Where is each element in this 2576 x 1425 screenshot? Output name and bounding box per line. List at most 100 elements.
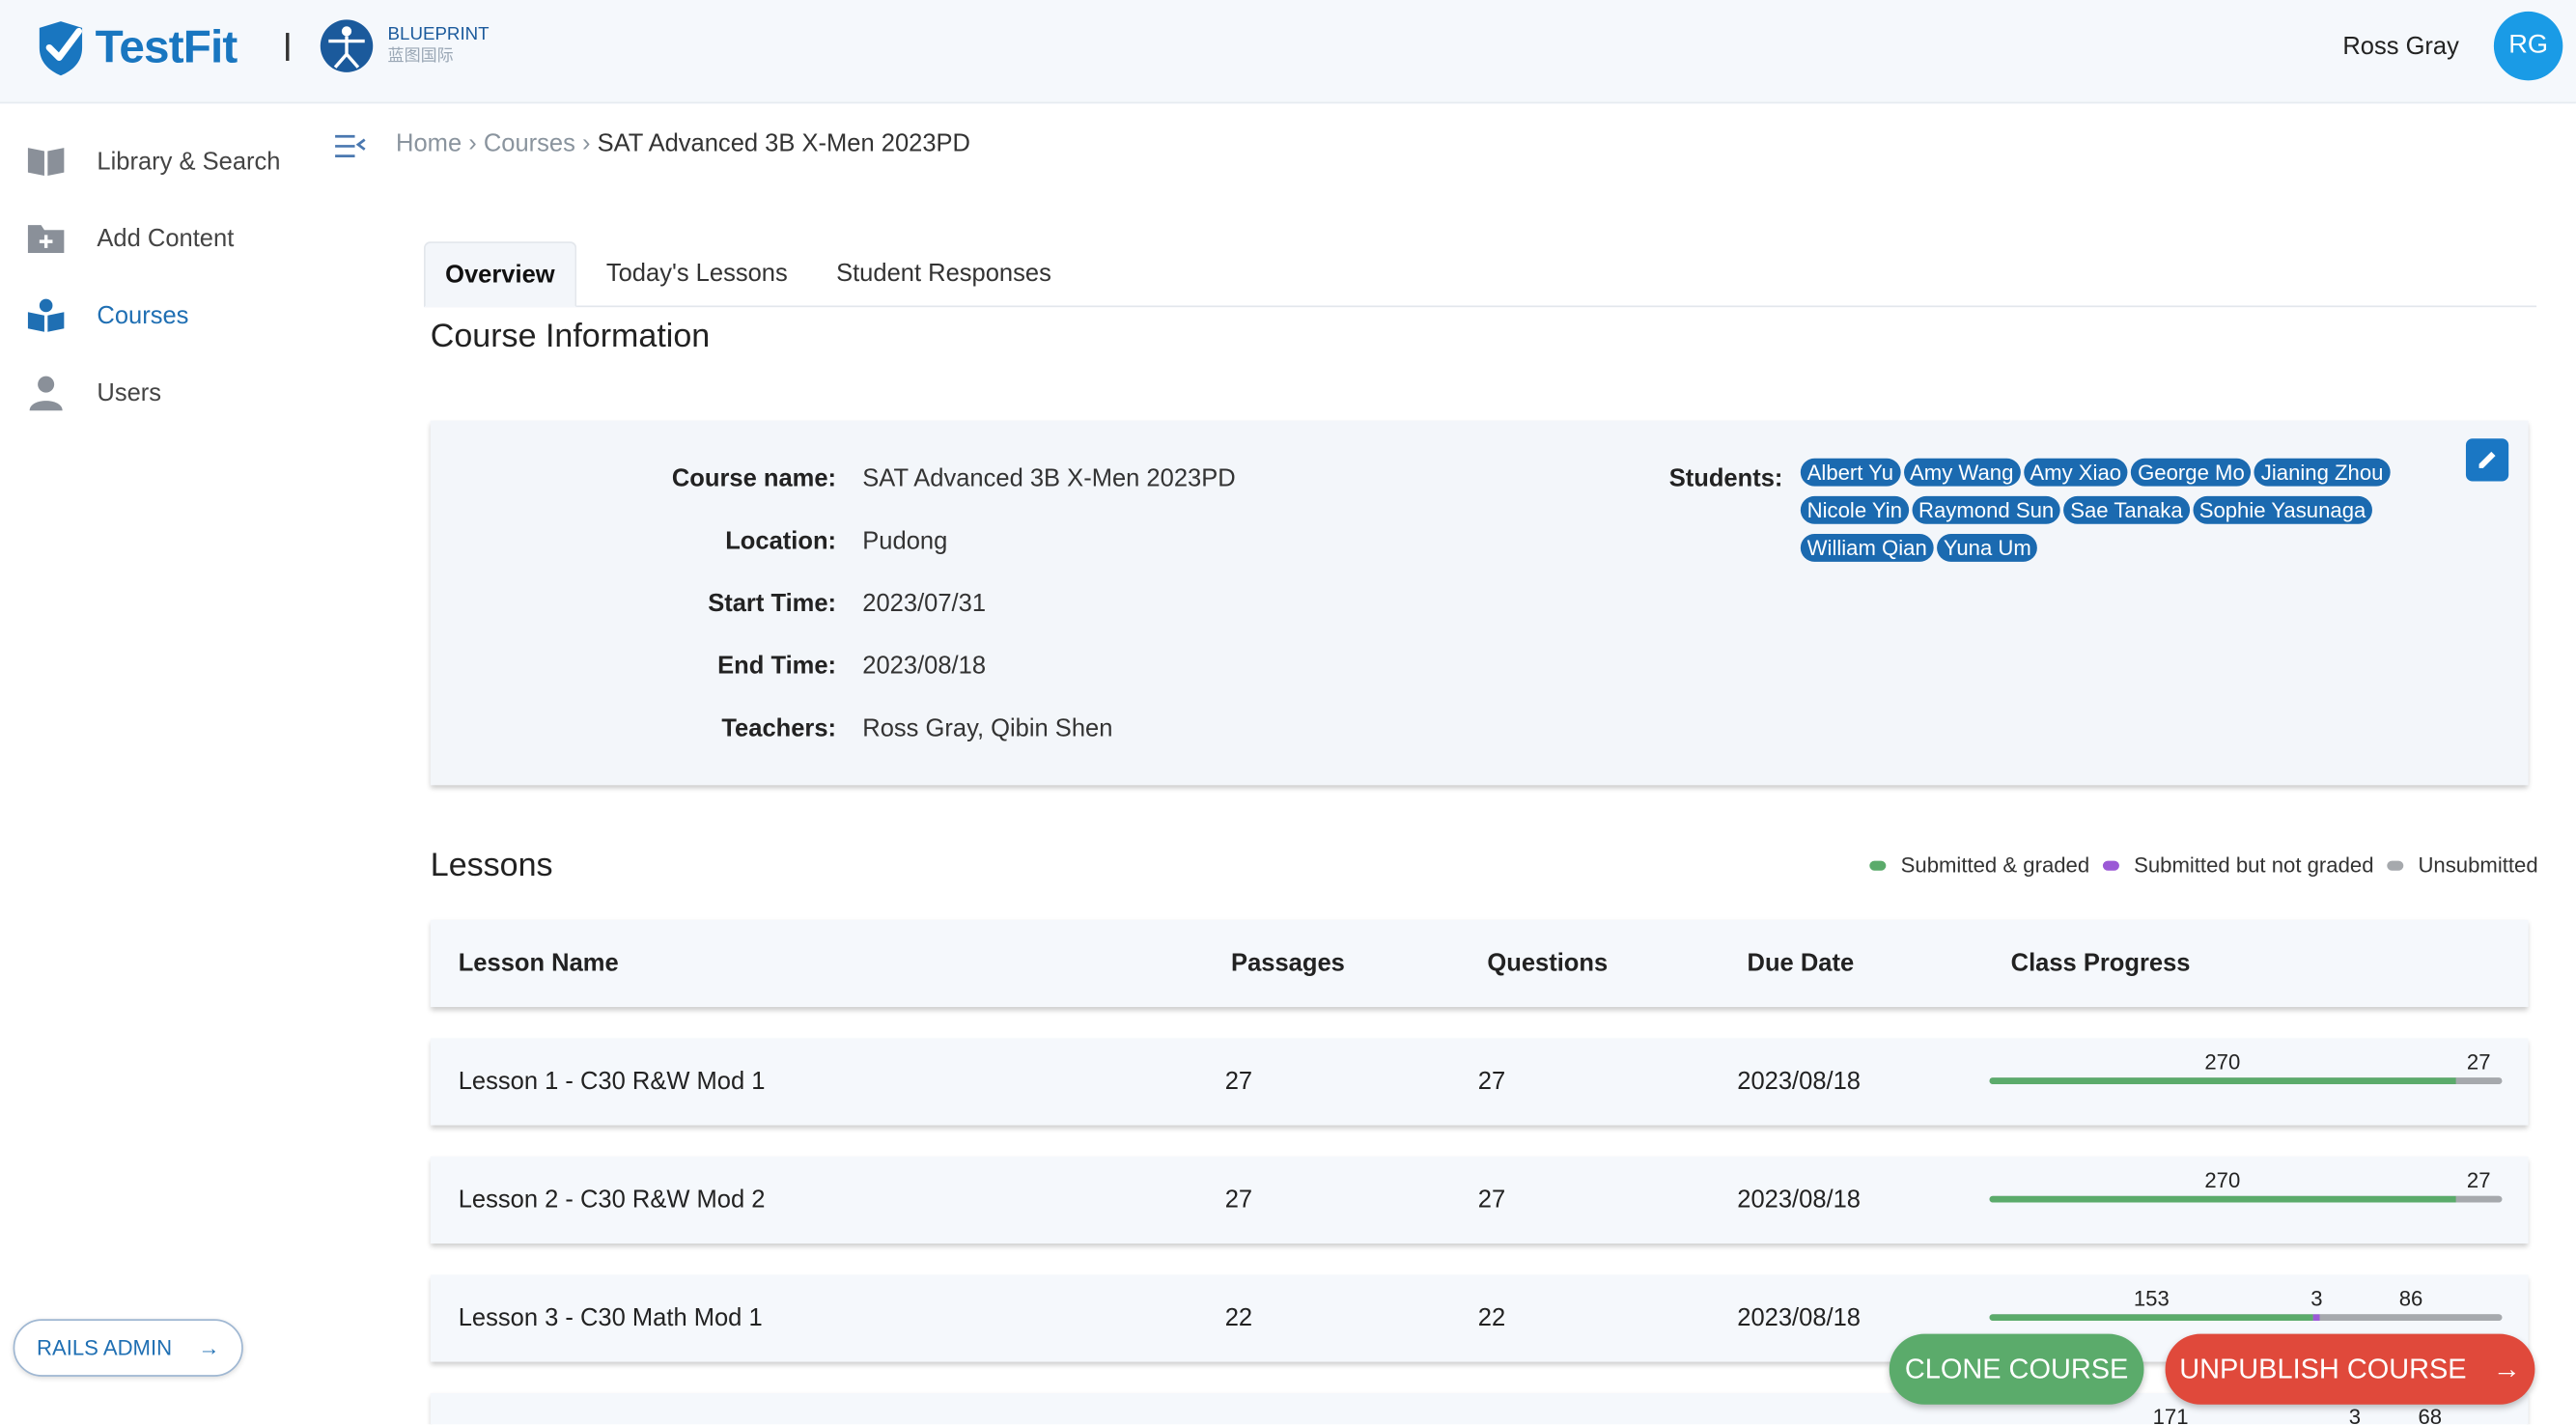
- passages-count: 27: [1224, 1067, 1253, 1096]
- testfit-logo[interactable]: TestFit: [33, 18, 238, 77]
- book-icon: [23, 141, 70, 181]
- check-shield-icon: [39, 21, 83, 76]
- sidebar-item-label: Users: [97, 378, 162, 407]
- sidebar-item-label: Courses: [97, 301, 189, 330]
- location-row: Location:: [508, 527, 836, 560]
- sidebar-item-courses[interactable]: Courses: [23, 293, 189, 339]
- lesson-name[interactable]: Lesson 3 - C30 Math Mod 1: [458, 1303, 763, 1332]
- course-tabs: Overview Today's Lessons Student Respons…: [423, 241, 2537, 308]
- table-row[interactable]: 171 3 68: [430, 1392, 2529, 1425]
- lessons-title: Lessons: [430, 847, 553, 884]
- questions-count: 27: [1477, 1067, 1506, 1096]
- progress-count-not-graded: 3: [2348, 1404, 2362, 1425]
- progress-count-unsubmitted: 68: [2418, 1404, 2443, 1425]
- passages-count: [1153, 1393, 1324, 1424]
- column-header-passages[interactable]: Passages: [1231, 949, 1345, 978]
- teachers-label: Teachers:: [721, 714, 837, 743]
- column-header-questions[interactable]: Questions: [1487, 949, 1609, 978]
- student-chip[interactable]: Jianing Zhou: [2254, 458, 2391, 487]
- class-progress-bar: 270 27: [1989, 1157, 2503, 1243]
- progress-segment-graded: [1989, 1195, 2456, 1203]
- lessons-table-header: Lesson Name Passages Questions Due Date …: [430, 919, 2529, 1008]
- due-date: 2023/08/18: [1737, 1067, 1862, 1096]
- rails-admin-button[interactable]: RAILS ADMIN →: [13, 1319, 243, 1377]
- location-value: Pudong: [862, 527, 948, 556]
- teachers-row: Teachers:: [508, 714, 836, 747]
- column-header-lesson-name[interactable]: Lesson Name: [458, 949, 619, 978]
- tab-student-responses[interactable]: Student Responses: [836, 258, 1051, 287]
- column-header-due-date[interactable]: Due Date: [1747, 949, 1855, 978]
- progress-count-unsubmitted: 27: [2466, 1049, 2491, 1075]
- student-chip[interactable]: George Mo: [2131, 458, 2252, 487]
- class-progress-bar: 153 3 86: [1989, 1274, 2503, 1361]
- rails-admin-label: RAILS ADMIN: [36, 1335, 173, 1360]
- progress-count-graded: 270: [2204, 1049, 2241, 1075]
- end-time-row: End Time:: [508, 652, 836, 685]
- legend-graded: Submitted & graded: [1869, 852, 2089, 878]
- logo-text: TestFit: [95, 21, 238, 72]
- location-label: Location:: [725, 527, 837, 556]
- collapse-sidebar-icon[interactable]: [332, 131, 368, 169]
- table-row[interactable]: Lesson 2 - C30 R&W Mod 2 27 27 2023/08/1…: [430, 1156, 2529, 1244]
- student-chip[interactable]: Raymond Sun: [1912, 495, 2061, 524]
- tab-overview[interactable]: Overview: [423, 241, 576, 308]
- sidebar-item-users[interactable]: Users: [23, 370, 161, 416]
- teachers-value: Ross Gray, Qibin Shen: [862, 714, 1113, 743]
- edit-course-button[interactable]: [2465, 438, 2509, 482]
- lesson-name[interactable]: Lesson 1 - C30 R&W Mod 1: [458, 1067, 766, 1096]
- blueprint-logo: BLUEPRINT 蓝图国际: [319, 18, 490, 74]
- legend-label: Submitted & graded: [1900, 852, 2090, 878]
- progress-track: [1989, 1077, 2503, 1084]
- column-header-class-progress[interactable]: Class Progress: [2010, 949, 2191, 978]
- progress-track: [1989, 1314, 2503, 1322]
- student-chip[interactable]: Amy Xiao: [2023, 458, 2128, 487]
- student-chip[interactable]: Nicole Yin: [1800, 495, 1909, 524]
- questions-count: 22: [1477, 1303, 1506, 1332]
- due-date: [1717, 1393, 1881, 1424]
- tab-todays-lessons[interactable]: Today's Lessons: [605, 258, 788, 287]
- end-time-label: End Time:: [717, 652, 837, 681]
- sidebar-item-label: Add Content: [97, 224, 235, 253]
- partner-name: BLUEPRINT: [387, 24, 490, 44]
- table-row[interactable]: Lesson 1 - C30 R&W Mod 1 27 27 2023/08/1…: [430, 1038, 2529, 1126]
- legend-unsubmitted: Unsubmitted: [2387, 852, 2538, 878]
- student-chip[interactable]: William Qian: [1800, 533, 1934, 562]
- avatar[interactable]: RG: [2493, 11, 2563, 81]
- unpublish-course-button[interactable]: UNPUBLISH COURSE →: [2165, 1333, 2535, 1405]
- progress-count-not-graded: 3: [2310, 1286, 2323, 1311]
- breadcrumb-home[interactable]: Home: [396, 129, 462, 158]
- sidebar-item-add-content[interactable]: Add Content: [23, 215, 234, 262]
- students-label: Students:: [1668, 464, 1783, 493]
- legend-not-graded: Submitted but not graded: [2102, 852, 2374, 878]
- course-name-row: Course name:: [508, 465, 836, 498]
- progress-segment-not-graded: [2313, 1314, 2320, 1322]
- legend-dot: [2387, 859, 2404, 870]
- student-chip[interactable]: Sae Tanaka: [2063, 495, 2190, 524]
- due-date: 2023/08/18: [1737, 1303, 1862, 1332]
- lesson-name[interactable]: Lesson 2 - C30 R&W Mod 2: [458, 1186, 766, 1215]
- folder-plus-icon: [23, 218, 70, 258]
- student-chip[interactable]: Amy Wang: [1903, 458, 2021, 487]
- course-name-label: Course name:: [671, 464, 837, 493]
- breadcrumb-courses[interactable]: Courses: [483, 129, 575, 158]
- progress-track: [1989, 1195, 2503, 1203]
- passages-count: 27: [1224, 1186, 1253, 1215]
- course-info-card: Course name: SAT Advanced 3B X-Men 2023P…: [430, 420, 2529, 786]
- start-time-row: Start Time:: [508, 590, 836, 623]
- progress-count-graded: 171: [2152, 1404, 2189, 1425]
- start-time-value: 2023/07/31: [862, 589, 987, 618]
- user-name[interactable]: Ross Gray: [2342, 33, 2459, 61]
- clone-course-button[interactable]: CLONE COURSE: [1889, 1333, 2144, 1405]
- progress-count-unsubmitted: 86: [2398, 1286, 2423, 1311]
- sidebar-item-library[interactable]: Library & Search: [23, 138, 280, 184]
- legend-label: Submitted but not graded: [2134, 852, 2374, 878]
- progress-count-graded: 153: [2133, 1286, 2170, 1311]
- class-progress-bar: 171 3 68: [1990, 1393, 2503, 1424]
- student-chip[interactable]: Sophie Yasunaga: [2192, 495, 2373, 524]
- questions-count: [1410, 1393, 1574, 1424]
- student-chip[interactable]: Albert Yu: [1800, 458, 1900, 487]
- end-time-value: 2023/08/18: [862, 652, 987, 681]
- student-chip[interactable]: Yuna Um: [1937, 533, 2038, 562]
- progress-count-graded: 270: [2204, 1167, 2241, 1193]
- progress-legend: Submitted & graded Submitted but not gra…: [1869, 852, 2538, 878]
